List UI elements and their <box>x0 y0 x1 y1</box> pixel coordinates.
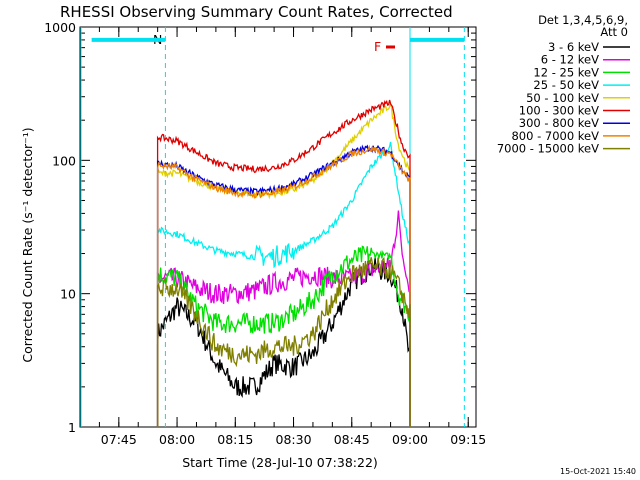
series-line <box>156 144 411 427</box>
y-tick-label: 1000 <box>44 20 76 35</box>
y-axis-label: Corrected Count Rate (s⁻¹ detector⁻¹) <box>20 127 35 362</box>
y-tick-label: 100 <box>52 153 76 168</box>
flare-marker-label: F <box>374 39 381 54</box>
x-tick-label: 08:30 <box>276 432 312 447</box>
detector-header-line1: Det 1,3,4,5,6,9, <box>538 13 628 27</box>
series-line <box>156 245 411 427</box>
series-line <box>156 144 411 427</box>
legend-label: 3 - 6 keV <box>548 40 599 54</box>
series-line <box>156 256 411 427</box>
series-line <box>156 141 411 427</box>
x-tick-label: 08:00 <box>159 432 195 447</box>
timestamp: 15-Oct-2021 15:40 <box>560 467 636 476</box>
x-tick-label: 09:00 <box>392 432 428 447</box>
legend-label: 800 - 7000 keV <box>511 129 599 143</box>
y-tick-label: 10 <box>60 287 76 302</box>
x-tick-label: 07:45 <box>101 432 137 447</box>
detector-header-line2: Att 0 <box>600 25 628 39</box>
y-tick-label: 1 <box>68 420 76 435</box>
legend-label: 50 - 100 keV <box>526 91 599 105</box>
legend-label: 6 - 12 keV <box>541 53 599 67</box>
series-line <box>156 99 411 427</box>
series-line <box>156 210 411 427</box>
plot-frame <box>79 26 477 428</box>
chart-title: RHESSI Observing Summary Count Rates, Co… <box>60 3 453 21</box>
x-tick-label: 08:15 <box>217 432 253 447</box>
legend-label: 25 - 50 keV <box>533 78 599 92</box>
series-layer <box>156 99 411 427</box>
x-tick-label: 08:45 <box>334 432 370 447</box>
legend-label: 7000 - 15000 keV <box>497 142 599 156</box>
axes-frame: 1 10 100 1000 07:45 08:00 08:15 08:30 08:45 09:00… <box>44 20 486 447</box>
legend-label: 12 - 25 keV <box>533 65 599 79</box>
legend-label: 100 - 300 keV <box>519 104 599 118</box>
x-axis-label: Start Time (28-Jul-10 07:38:22) <box>182 455 378 470</box>
legend-label: 300 - 800 keV <box>519 116 599 130</box>
x-tick-label: 09:15 <box>450 432 486 447</box>
